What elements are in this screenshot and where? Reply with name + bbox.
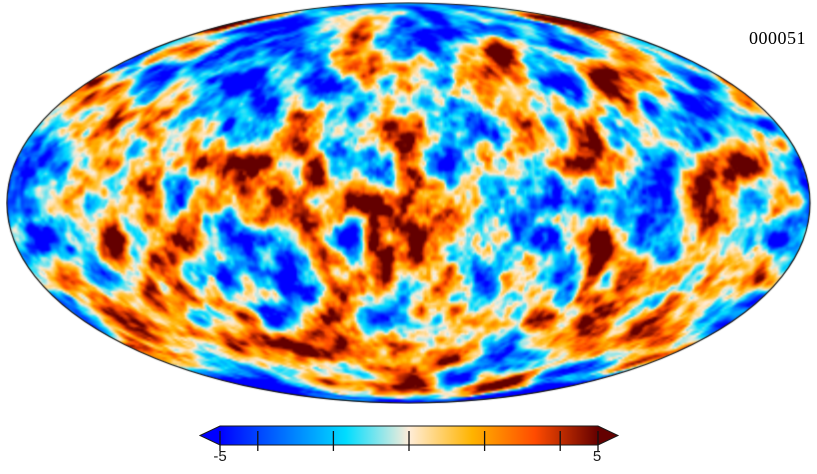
colorbar [198,425,620,451]
colorbar-min-label: -5 [213,448,227,465]
mollweide-map-canvas [6,2,812,404]
realization-label: 000051 [749,28,806,48]
colorbar-max-label: 5 [592,448,602,465]
